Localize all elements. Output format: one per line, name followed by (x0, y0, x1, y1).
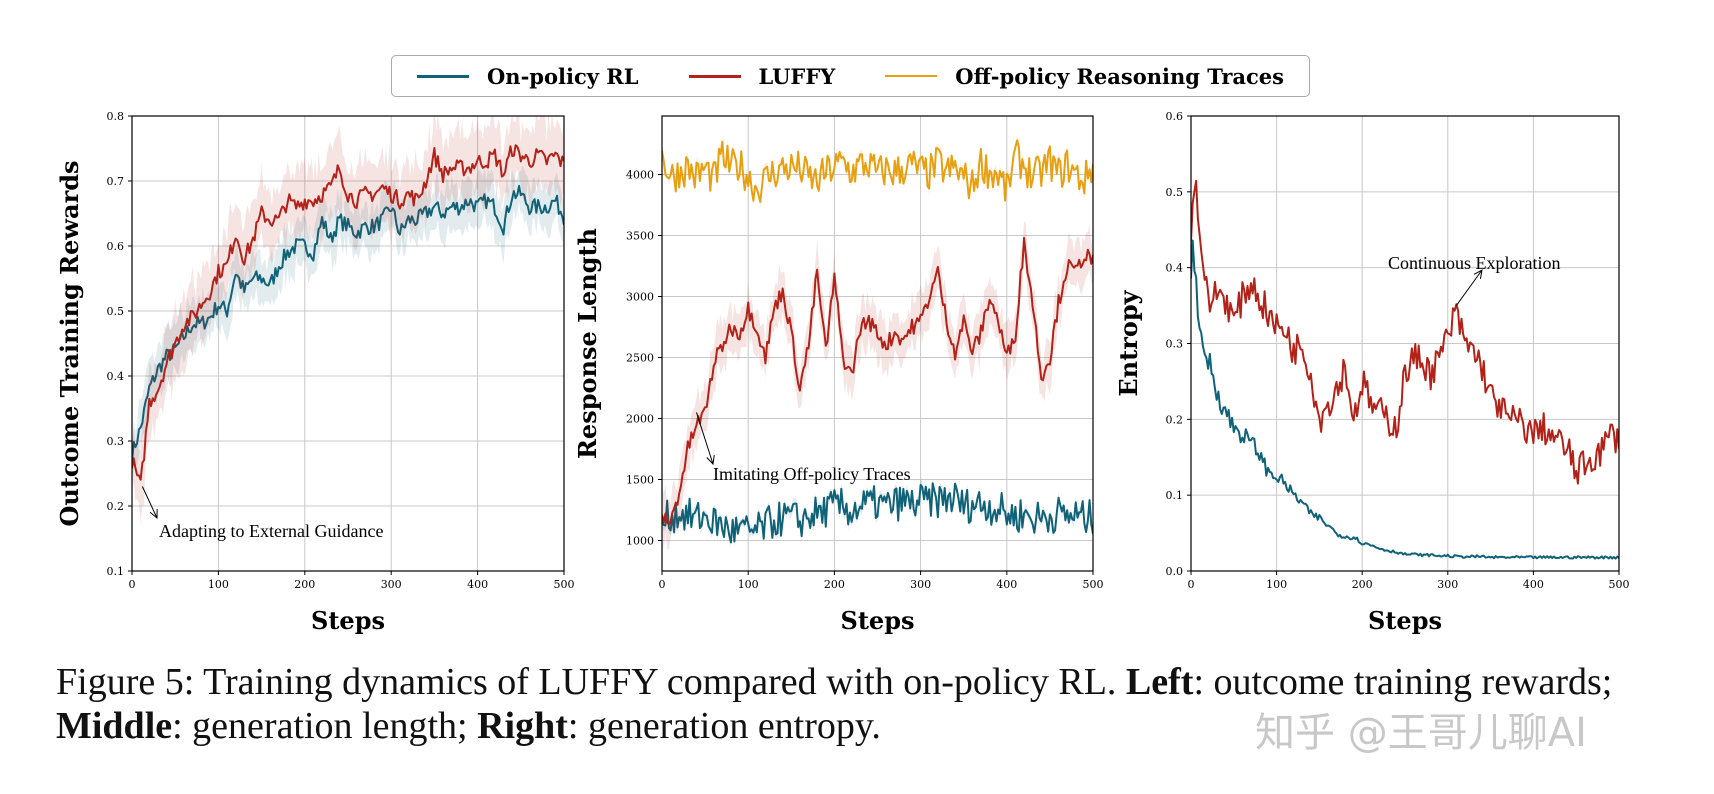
chart-panel-3: 0 100 200 300 400 500 0.0 0.1 0.2 0.3 0.4 0.5 0.6 Ste… (1114, 110, 1630, 635)
x-tick-label: 0 (659, 578, 666, 591)
confidence-band-on-policy-rl (132, 164, 564, 493)
legend-label: On-policy RL (487, 63, 639, 89)
x-tick-label: 300 (910, 578, 931, 591)
y-tick-label: 0.5 (107, 305, 125, 318)
annotation-arrowhead (1473, 269, 1483, 279)
annotation-text: Continuous Exploration (1388, 253, 1561, 273)
y-tick-label: 2500 (626, 352, 654, 365)
series-line-on-policy-rl (662, 482, 1093, 544)
legend-swatch-off-policy (885, 75, 938, 77)
series-line-luffy (132, 144, 564, 481)
x-tick-label: 400 (996, 578, 1017, 591)
legend-swatch-on-policy-rl (417, 74, 470, 78)
y-tick-label: 0.0 (1166, 565, 1184, 578)
annotation-text: Imitating Off-policy Traces (713, 464, 911, 484)
y-tick-label: 0.2 (107, 500, 125, 513)
x-tick-label: 0 (1188, 578, 1195, 591)
y-tick-label: 4000 (626, 169, 654, 182)
y-tick-label: 0.5 (1166, 186, 1184, 199)
x-tick-label: 300 (381, 578, 402, 591)
confidence-band-luffy (132, 116, 564, 525)
y-tick-label: 0.6 (1166, 110, 1184, 123)
chart-panel-2: 0 100 200 300 400 500 1000 1500 2000 2500 3000 3500… (573, 115, 1104, 635)
caption-bold: Left (1125, 661, 1194, 703)
confidence-band-off-policy-reasoning-traces (662, 134, 1093, 208)
series-line-off-policy-reasoning-traces (662, 139, 1093, 203)
series-line-luffy (662, 236, 1093, 526)
series-line-on-policy-rl (1191, 239, 1619, 560)
x-tick-label: 200 (1352, 578, 1373, 591)
confidence-band-luffy (662, 221, 1093, 551)
watermark: 知乎 @王哥儿聊AI (1255, 710, 1587, 756)
annotation-text: Adapting to External Guidance (159, 521, 383, 541)
x-tick-label: 200 (294, 578, 315, 591)
x-tick-label: 500 (554, 578, 575, 591)
caption-text: : generation length; (172, 705, 478, 747)
legend-item-luffy: LUFFY (688, 63, 836, 89)
x-tick-label: 0 (129, 578, 136, 591)
x-tick-label: 400 (1523, 578, 1544, 591)
y-tick-label: 0.3 (1166, 338, 1184, 351)
series-line-on-policy-rl (132, 184, 564, 463)
y-tick-label: 0.2 (1166, 413, 1184, 426)
legend: On-policy RL LUFFY Off-policy Reasoning … (391, 55, 1310, 97)
x-tick-label: 500 (1609, 578, 1630, 591)
annotation-arrow (141, 486, 158, 519)
y-tick-label: 0.4 (107, 370, 125, 383)
caption-bold: Right (477, 705, 568, 747)
x-axis-label: Steps (1368, 606, 1442, 635)
y-tick-label: 2000 (626, 413, 654, 426)
y-tick-label: 0.7 (107, 175, 125, 188)
y-tick-label: 0.3 (107, 435, 125, 448)
chart-panel-1: 0 100 200 300 400 500 0.1 0.2 0.3 0.4 0.5 0.6 0.7 0.8… (55, 110, 575, 635)
series-line-luffy (1191, 179, 1619, 485)
series-group (662, 134, 1093, 551)
x-tick-label: 100 (1266, 578, 1287, 591)
y-tick-label: 3000 (626, 291, 654, 304)
legend-label: Off-policy Reasoning Traces (955, 63, 1284, 89)
y-tick-label: 0.4 (1166, 262, 1184, 275)
annotation-arrowhead (149, 508, 158, 520)
x-tick-label: 400 (467, 578, 488, 591)
series-group (132, 116, 564, 525)
y-axis-label: Outcome Training Rewards (55, 160, 84, 526)
y-tick-label: 1000 (626, 535, 654, 548)
y-tick-label: 3500 (626, 230, 654, 243)
y-axis-label: Entropy (1114, 289, 1143, 396)
caption-bold: Middle (56, 705, 173, 747)
annotation-arrowhead (706, 455, 715, 466)
y-tick-label: 1500 (626, 474, 654, 487)
legend-label: LUFFY (758, 63, 836, 89)
x-tick-label: 500 (1083, 578, 1104, 591)
legend-item-on-policy-rl: On-policy RL (417, 64, 638, 89)
y-tick-label: 0.1 (107, 565, 125, 578)
x-tick-label: 300 (1437, 578, 1458, 591)
x-tick-label: 100 (208, 578, 229, 591)
caption-text: Figure 5: Training dynamics of LUFFY com… (56, 661, 1126, 703)
figure-caption: Figure 5: Training dynamics of LUFFY com… (56, 660, 1612, 748)
y-tick-label: 0.6 (107, 240, 125, 253)
caption-text: : outcome training rewards; (1193, 661, 1613, 703)
annotation-arrow (696, 412, 714, 465)
axes-frame (131, 115, 565, 572)
x-axis-label: Steps (311, 606, 385, 635)
legend-item-off-policy: Off-policy Reasoning Traces (885, 64, 1284, 89)
caption-text: : generation entropy. (567, 705, 881, 747)
legend-swatch-luffy (688, 74, 741, 78)
y-axis-label: Response Length (573, 228, 602, 459)
series-group (1191, 179, 1619, 560)
x-axis-label: Steps (841, 606, 915, 635)
annotation-arrow (1455, 269, 1483, 306)
x-tick-label: 200 (824, 578, 845, 591)
axes-frame (1190, 115, 1620, 572)
y-tick-label: 0.8 (107, 110, 125, 123)
y-tick-label: 0.1 (1166, 489, 1184, 502)
axes-frame (661, 115, 1094, 572)
x-tick-label: 100 (738, 578, 759, 591)
